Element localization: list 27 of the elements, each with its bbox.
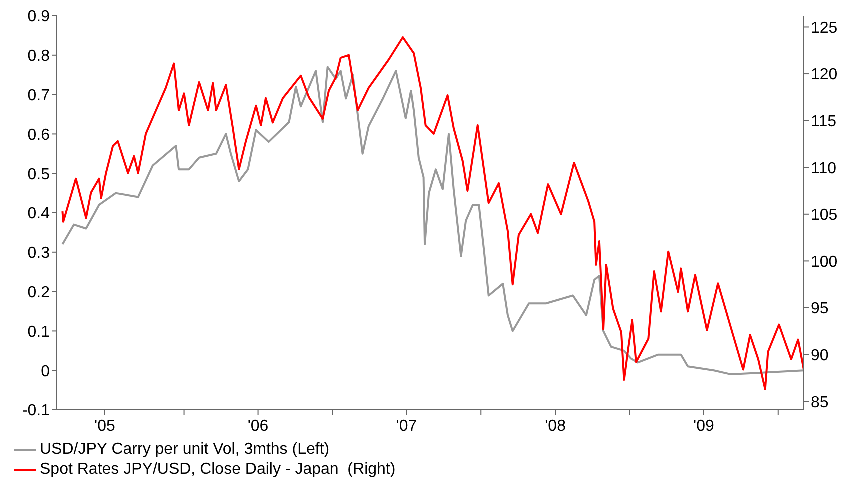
y2-tick-label: 95 [811, 300, 829, 318]
y2-tick-label: 110 [811, 160, 837, 178]
y-tick-label: 0.5 [28, 166, 50, 184]
y2-tick-label: 85 [811, 394, 829, 412]
y2-tick-label: 105 [811, 207, 838, 224]
y-tick-label: 0.7 [28, 87, 50, 104]
y-tick-label: 0.1 [28, 324, 50, 341]
x-tick-label: '06 [248, 418, 269, 435]
x-tick-label: '08 [545, 418, 566, 435]
y2-tick-label: 90 [811, 347, 829, 364]
y2-tick-label: 125 [811, 20, 838, 37]
legend-label: Spot Rates JPY/USD, Close Daily - Japan (Right) [40, 460, 396, 480]
y-tick-label: 0.4 [28, 206, 50, 223]
y-tick-label: 0.2 [28, 284, 50, 302]
y-tick-label: 0 [41, 363, 50, 380]
y-tick-label: 0.6 [28, 126, 50, 144]
y2-tick-label: 115 [811, 113, 837, 130]
legend-label: USD/JPY Carry per unit Vol, 3mths (Left) [40, 440, 330, 460]
y-tick-label: 0.9 [28, 8, 50, 26]
x-tick-label: '05 [94, 418, 116, 435]
y2-tick-label: 120 [811, 66, 838, 84]
y2-tick-label: 100 [811, 254, 838, 271]
x-tick-label: '09 [694, 418, 714, 435]
y-tick-label: 0.3 [28, 245, 50, 262]
y-tick-label: -0.1 [22, 402, 50, 420]
x-tick-label: '07 [396, 418, 418, 435]
y-tick-label: 0.8 [28, 48, 50, 66]
